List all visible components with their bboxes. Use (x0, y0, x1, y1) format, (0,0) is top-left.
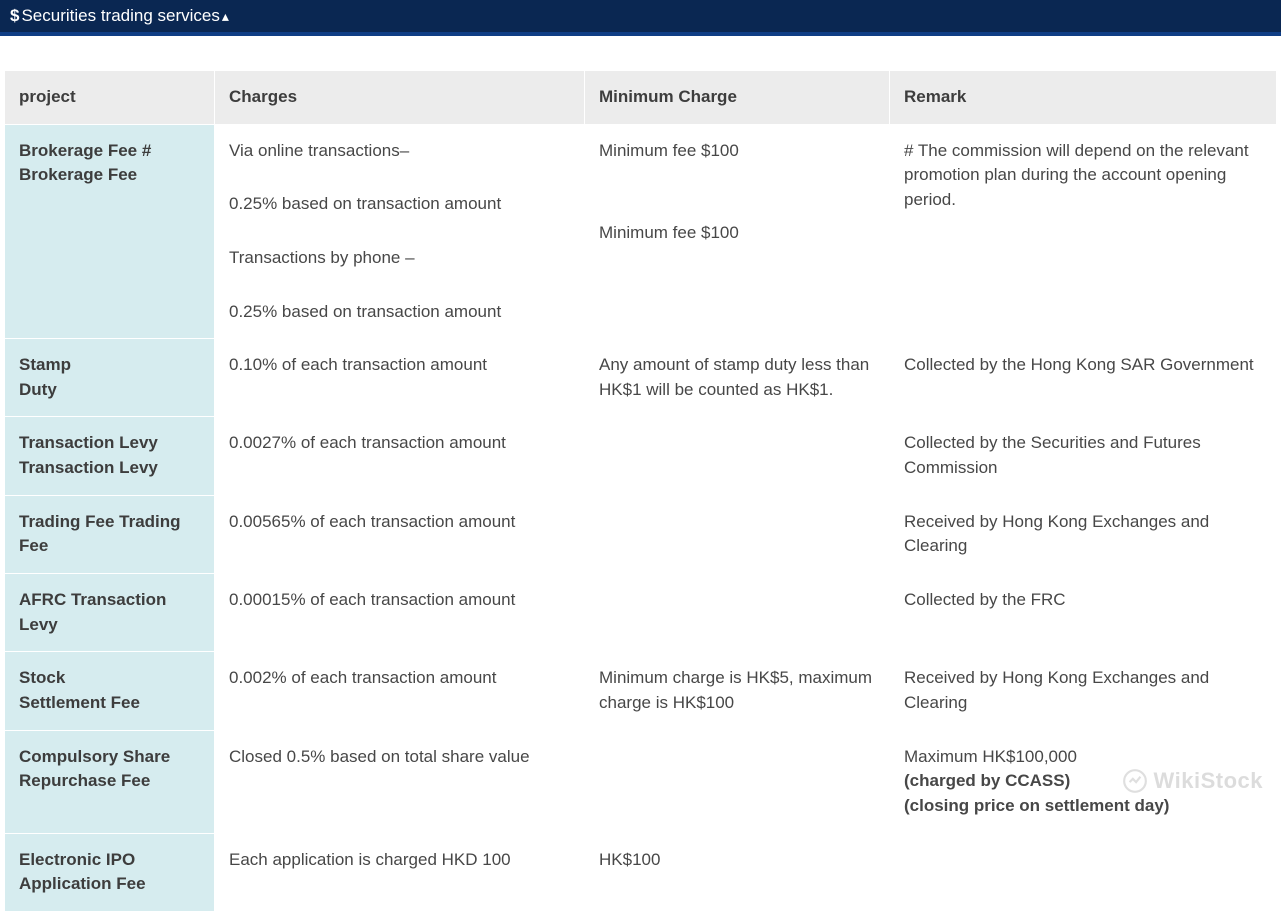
cell-remark: Collected by the Securities and Futures … (890, 417, 1277, 495)
cell-remark: Received by Hong Kong Exchanges and Clea… (890, 652, 1277, 730)
table-header-row: project Charges Minimum Charge Remark (5, 71, 1277, 125)
col-remark: Remark (890, 71, 1277, 125)
cell-remark: Received by Hong Kong Exchanges and Clea… (890, 495, 1277, 573)
cell-charges: Each application is charged HKD 100 (215, 833, 585, 911)
table-row: Compulsory Share Repurchase Fee Closed 0… (5, 730, 1277, 833)
cell-charges: 0.0027% of each transaction amount (215, 417, 585, 495)
table-row: Stamp Duty 0.10% of each transaction amo… (5, 339, 1277, 417)
cell-charges: 0.00015% of each transaction amount (215, 574, 585, 652)
min-sub (585, 260, 889, 289)
remark-line: (charged by CCASS) (904, 771, 1070, 790)
cell-project: Transaction Levy Transaction Levy (5, 417, 215, 495)
charges-sub: Via online transactions– (215, 125, 584, 178)
charges-sub: Transactions by phone – (215, 231, 584, 285)
cell-remark: # The commission will depend on the rele… (890, 124, 1277, 339)
cell-charges: 0.002% of each transaction amount (215, 652, 585, 730)
cell-remark (890, 833, 1277, 911)
cell-project: Compulsory Share Repurchase Fee (5, 730, 215, 833)
cell-min (585, 730, 890, 833)
cell-min (585, 417, 890, 495)
chevron-up-icon: ▴ (222, 8, 229, 25)
fees-table: project Charges Minimum Charge Remark Br… (4, 70, 1277, 912)
col-min: Minimum Charge (585, 71, 890, 125)
cell-min (585, 574, 890, 652)
table-row: Electronic IPO Application Fee Each appl… (5, 833, 1277, 911)
cell-min (585, 495, 890, 573)
charges-sub: 0.25% based on transaction amount (215, 285, 584, 338)
cell-project: Trading Fee Trading Fee (5, 495, 215, 573)
table-row: Brokerage Fee # Brokerage Fee Via online… (5, 124, 1277, 339)
remark-line: (closing price on settlement day) (904, 796, 1169, 815)
col-project: project (5, 71, 215, 125)
min-sub: Minimum fee $100 (585, 207, 889, 261)
cell-charges: 0.00565% of each transaction amount (215, 495, 585, 573)
cell-project: AFRC Transaction Levy (5, 574, 215, 652)
cell-project: Brokerage Fee # Brokerage Fee (5, 124, 215, 339)
cell-remark: Collected by the Hong Kong SAR Governmen… (890, 339, 1277, 417)
table-row: AFRC Transaction Levy 0.00015% of each t… (5, 574, 1277, 652)
cell-charges: 0.10% of each transaction amount (215, 339, 585, 417)
cell-project: Stamp Duty (5, 339, 215, 417)
cell-min: Minimum charge is HK$5, maximum charge i… (585, 652, 890, 730)
min-sub: Minimum fee $100 (585, 125, 889, 178)
cell-charges: Closed 0.5% based on total share value (215, 730, 585, 833)
cell-remark: Collected by the FRC (890, 574, 1277, 652)
table-row: Trading Fee Trading Fee 0.00565% of each… (5, 495, 1277, 573)
cell-min: Any amount of stamp duty less than HK$1 … (585, 339, 890, 417)
dollar-icon: $ (10, 6, 19, 26)
charges-sub: 0.25% based on transaction amount (215, 178, 584, 232)
min-sub (585, 178, 889, 207)
section-header[interactable]: $ Securities trading services ▴ (0, 0, 1281, 36)
remark-line: Maximum HK$100,000 (904, 747, 1077, 766)
cell-remark: Maximum HK$100,000 (charged by CCASS) (c… (890, 730, 1277, 833)
section-title: Securities trading services (21, 6, 219, 26)
cell-charges: Via online transactions– 0.25% based on … (215, 124, 585, 339)
cell-project: Stock Settlement Fee (5, 652, 215, 730)
cell-project: Electronic IPO Application Fee (5, 833, 215, 911)
col-charges: Charges (215, 71, 585, 125)
table-row: Transaction Levy Transaction Levy 0.0027… (5, 417, 1277, 495)
table-row: Stock Settlement Fee 0.002% of each tran… (5, 652, 1277, 730)
cell-min: HK$100 (585, 833, 890, 911)
cell-min: Minimum fee $100 Minimum fee $100 (585, 124, 890, 339)
